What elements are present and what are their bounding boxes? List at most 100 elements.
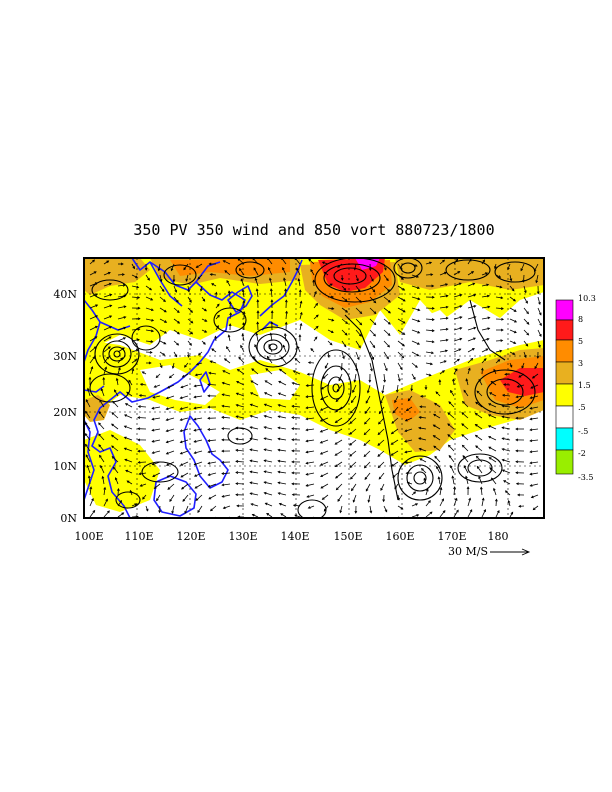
wind-arrow-head-icon — [366, 390, 370, 394]
wind-arrow-icon — [208, 483, 217, 488]
wind-arrow-icon — [313, 303, 318, 309]
wind-arrow-icon — [292, 382, 301, 386]
wind-arrow-icon — [139, 394, 147, 397]
wind-arrow-head-icon — [137, 327, 141, 331]
wind-arrow-head-icon — [503, 383, 507, 387]
wind-arrow-icon — [450, 465, 455, 474]
wind-arrow-icon — [327, 318, 334, 321]
wind-arrow-head-icon — [507, 267, 510, 271]
wind-arrow-head-icon — [310, 347, 314, 351]
wind-arrow-head-icon — [172, 279, 176, 283]
wind-arrow-icon — [435, 391, 441, 397]
wind-arrow-head-icon — [458, 282, 462, 286]
wind-arrow-head-icon — [92, 509, 96, 513]
wind-arrow-icon — [523, 307, 529, 314]
wind-arrow-head-icon — [132, 266, 135, 270]
wind-arrow-head-icon — [501, 404, 505, 408]
wind-arrow-icon — [125, 470, 133, 474]
wind-arrow-head-icon — [85, 399, 89, 403]
wind-arrow-head-icon — [86, 464, 90, 468]
wind-arrow-icon — [183, 263, 189, 270]
wind-arrow-icon — [391, 461, 399, 467]
wind-arrow-icon — [131, 328, 140, 331]
wind-arrow-icon — [117, 347, 125, 353]
wind-arrow-icon — [103, 294, 112, 298]
wind-arrow-icon — [125, 403, 133, 408]
wind-arrow-icon — [533, 505, 539, 510]
colorbar-label: 5 — [578, 337, 583, 346]
wind-arrow-icon — [252, 356, 259, 364]
wind-arrow-icon — [85, 399, 91, 408]
wind-arrow-head-icon — [263, 414, 267, 418]
wind-arrow-icon — [124, 425, 133, 430]
wind-arrow-icon — [439, 317, 448, 320]
wind-arrow-head-icon — [455, 258, 459, 262]
wind-arrow-head-icon — [335, 475, 338, 479]
wind-arrow-head-icon — [134, 503, 138, 506]
wind-arrow-icon — [265, 502, 273, 507]
wind-arrow-icon — [411, 296, 420, 300]
wind-arrow-icon — [306, 428, 315, 431]
wind-arrow-head-icon — [373, 333, 376, 337]
wind-arrow-head-icon — [321, 261, 325, 265]
wind-arrow-icon — [481, 498, 484, 507]
wind-arrow-head-icon — [335, 399, 339, 403]
wind-arrow-head-icon — [466, 486, 470, 490]
wind-arrow-icon — [250, 492, 259, 496]
wind-arrow-icon — [131, 339, 140, 342]
wind-arrow-icon — [223, 260, 231, 265]
wind-arrow-head-icon — [169, 499, 172, 502]
wind-arrow-icon — [306, 439, 315, 442]
wind-arrow-head-icon — [504, 490, 508, 494]
wind-arrow-head-icon — [365, 488, 369, 492]
pv-orange-patch-mid — [392, 398, 420, 422]
wind-arrow-head-icon — [359, 311, 363, 315]
wind-arrow-icon — [411, 503, 418, 507]
wind-arrow-head-icon — [420, 394, 424, 398]
wind-arrow-head-icon — [187, 289, 191, 293]
wind-arrow-head-icon — [526, 311, 529, 315]
wind-arrow-icon — [187, 296, 192, 303]
wind-arrow-icon — [103, 510, 110, 518]
wind-arrow-icon — [365, 395, 371, 404]
wind-arrow-head-icon — [459, 293, 463, 297]
wind-arrow-head-icon — [404, 418, 408, 422]
wind-arrow-icon — [264, 437, 273, 441]
wind-arrow-icon — [306, 384, 315, 387]
wind-arrow-head-icon — [151, 462, 155, 466]
wind-arrow-icon — [461, 412, 469, 419]
wind-arrow-head-icon — [151, 451, 155, 454]
wind-arrow-icon — [411, 373, 416, 380]
wind-arrow-head-icon — [214, 291, 218, 295]
wind-arrow-icon — [523, 340, 529, 347]
coastline-philippines — [183, 415, 229, 489]
wind-arrow-icon — [201, 318, 207, 322]
wind-arrow-head-icon — [137, 427, 141, 431]
wind-arrow-icon — [187, 285, 190, 292]
wind-arrow-icon — [383, 263, 387, 271]
wind-arrow-head-icon — [89, 486, 93, 490]
wind-arrow-head-icon — [298, 334, 302, 338]
wind-arrow-head-icon — [514, 319, 518, 323]
wind-arrow-icon — [355, 307, 362, 314]
wind-arrow-icon — [250, 471, 259, 474]
wind-arrow-head-icon — [486, 283, 490, 287]
wind-arrow-head-icon — [137, 449, 141, 453]
wind-arrow-icon — [425, 329, 435, 332]
wind-arrow-icon — [131, 368, 134, 375]
wind-arrow-head-icon — [144, 267, 148, 271]
wind-arrow-icon — [256, 333, 259, 342]
wind-arrow-icon — [507, 263, 511, 270]
wind-arrow-head-icon — [501, 415, 505, 419]
wind-arrow-head-icon — [515, 406, 519, 409]
wind-arrow-icon — [436, 466, 441, 474]
wind-arrow-head-icon — [149, 287, 153, 291]
wind-arrow-icon — [124, 414, 133, 419]
wind-arrow-head-icon — [524, 519, 526, 521]
wind-arrow-icon — [159, 329, 167, 334]
wind-arrow-icon — [534, 263, 539, 272]
wind-arrow-head-icon — [251, 368, 255, 372]
wind-arrow-icon — [166, 450, 175, 455]
wind-arrow-head-icon — [268, 343, 272, 347]
wind-arrow-head-icon — [386, 356, 389, 360]
